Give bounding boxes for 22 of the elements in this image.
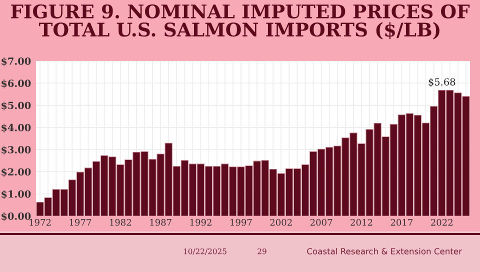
text: Coastal Research & Extension Center	[307, 248, 462, 254]
x-tick-label: 1972	[30, 218, 51, 226]
x-tick-label: 2022	[430, 218, 452, 226]
x-tick-label: 1997	[230, 218, 252, 226]
x-tick-label: 1992	[190, 218, 212, 226]
x-tick-label: 2002	[270, 218, 292, 226]
y-tick-label: $0.00	[2, 212, 31, 222]
y-tick-label: $1.00	[2, 190, 31, 199]
y-tick-label: $5.00	[2, 102, 31, 110]
x-tick-label: 1987	[150, 218, 172, 226]
y-tick-label: $4.00	[2, 124, 31, 133]
y-tick-label: $7.00	[2, 57, 31, 66]
y-tick-label: $2.00	[2, 168, 31, 177]
data-label: $5.68	[428, 78, 456, 87]
x-tick-label: 2012	[350, 218, 372, 226]
y-tick-label: $6.00	[2, 79, 31, 88]
x-tick-label: 1977	[70, 218, 92, 226]
x-tick-label: 1982	[110, 218, 131, 226]
x-tick-label: 2007	[310, 218, 332, 226]
y-tick-label: $3.00	[2, 146, 31, 155]
x-tick-label: 2017	[390, 218, 413, 226]
chart-title: FIGURE 9. NOMINAL IMPUTED PRICES OF TOTAL U.S. SALMON IMPORTS ($/LB)	[11, 4, 470, 40]
